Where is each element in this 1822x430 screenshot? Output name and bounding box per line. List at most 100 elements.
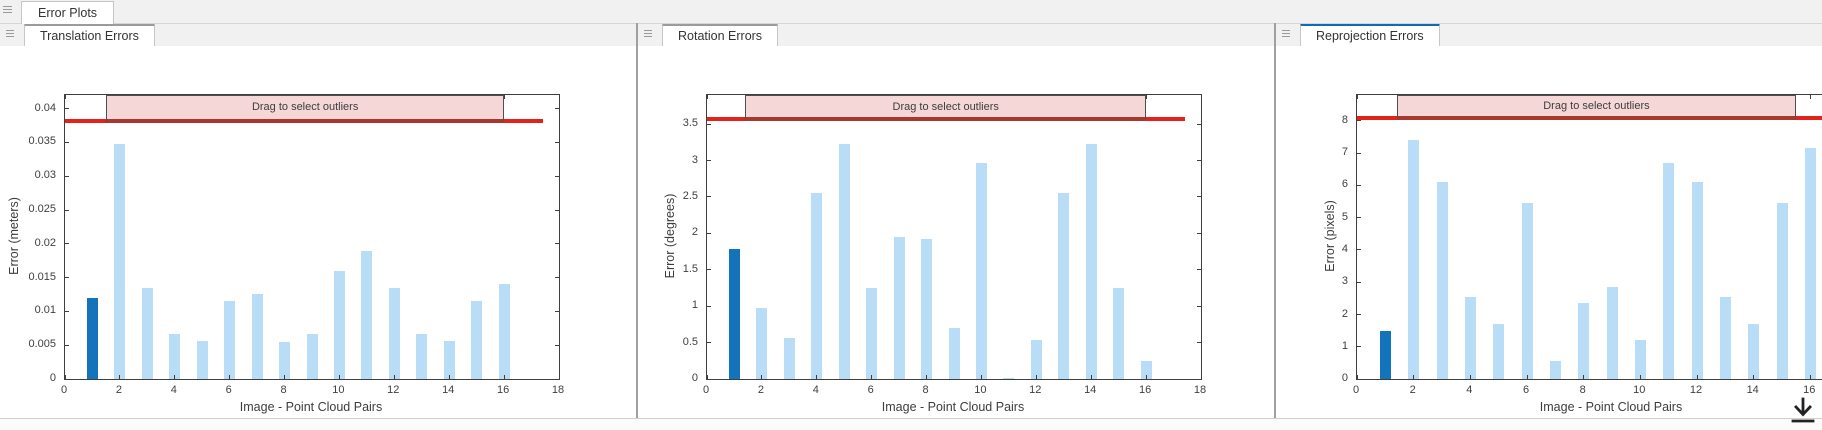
bar-16[interactable]: [1140, 360, 1152, 379]
panel-splitter[interactable]: [1274, 23, 1276, 418]
grip-icon[interactable]: [644, 30, 652, 39]
bar-4[interactable]: [169, 334, 181, 379]
bar-15[interactable]: [1113, 288, 1125, 379]
y-tick: [1357, 249, 1361, 251]
bar-4[interactable]: [1464, 296, 1476, 379]
y-tick-label: 5: [1341, 210, 1348, 223]
y-tick-label: 6: [1341, 178, 1348, 191]
bar-3[interactable]: [783, 338, 795, 379]
bar-6[interactable]: [866, 288, 878, 379]
bar-15[interactable]: [471, 300, 483, 379]
bottom-scroll-strip[interactable]: [0, 418, 1822, 430]
bar-10[interactable]: [975, 162, 987, 379]
y-tick: [707, 196, 711, 198]
bar-9[interactable]: [1606, 287, 1618, 379]
bar-5[interactable]: [1493, 324, 1505, 379]
y-tick: [707, 160, 711, 161]
panel-tab-bar: Translation Errors: [0, 23, 636, 47]
x-tick-label: 8: [280, 384, 287, 396]
y-tick-label: 3.5: [682, 117, 698, 130]
bar-1[interactable]: [1379, 330, 1391, 379]
bar-11[interactable]: [1663, 162, 1675, 379]
x-tick-label: 16: [1803, 384, 1816, 396]
bar-12[interactable]: [1030, 340, 1042, 379]
x-tick-top: [64, 95, 66, 99]
x-tick: [980, 375, 982, 379]
bar-4[interactable]: [811, 192, 823, 379]
y-tick-label: 1: [1341, 339, 1348, 352]
x-tick-label: 6: [1522, 384, 1530, 396]
bar-7[interactable]: [1549, 361, 1561, 379]
y-tick-right: [555, 277, 559, 279]
bar-13[interactable]: [1719, 296, 1731, 379]
dock-arrow-down-icon[interactable]: [1787, 396, 1819, 428]
x-tick: [338, 375, 340, 379]
bar-6[interactable]: [224, 300, 236, 379]
bar-11[interactable]: [361, 251, 373, 379]
x-tick: [816, 375, 818, 379]
bar-6[interactable]: [1521, 203, 1533, 379]
drag-select-outliers-band[interactable]: Drag to select outliers: [1396, 95, 1797, 120]
tab-rotation-errors[interactable]: Rotation Errors: [662, 23, 779, 46]
bar-16[interactable]: [498, 284, 510, 379]
y-tick-label: 0.025: [28, 203, 56, 215]
panel-splitter[interactable]: [636, 23, 638, 418]
bar-12[interactable]: [388, 287, 400, 379]
bar-16[interactable]: [1804, 148, 1816, 379]
y-tick-right: [1197, 232, 1201, 234]
bar-5[interactable]: [838, 143, 850, 379]
x-tick: [1639, 375, 1641, 379]
y-tick: [65, 344, 69, 346]
tab-error-plots[interactable]: Error Plots: [21, 1, 115, 24]
bar-8[interactable]: [921, 239, 933, 379]
bar-1[interactable]: [728, 248, 740, 379]
y-tick-label: 0: [49, 372, 56, 384]
y-tick: [1357, 184, 1361, 186]
bar-8[interactable]: [1578, 303, 1590, 379]
bar-11[interactable]: [1003, 377, 1015, 379]
bar-8[interactable]: [279, 341, 291, 379]
y-tick: [1357, 314, 1361, 315]
bar-9[interactable]: [948, 328, 960, 379]
x-tick: [1356, 375, 1358, 379]
bar-3[interactable]: [1436, 182, 1448, 379]
bar-2[interactable]: [114, 144, 126, 379]
bar-12[interactable]: [1691, 182, 1703, 379]
x-tick-label: 14: [1746, 384, 1759, 396]
bar-14[interactable]: [443, 340, 455, 379]
bar-10[interactable]: [1634, 340, 1646, 379]
x-tick-label: 8: [922, 384, 929, 396]
y-tick: [707, 305, 711, 307]
bar-1[interactable]: [86, 297, 98, 379]
y-tick-label: 2: [1341, 307, 1348, 320]
tab-error-plots-label: Error Plots: [38, 6, 98, 20]
bar-2[interactable]: [756, 308, 768, 379]
tab-reprojection-errors[interactable]: Reprojection Errors: [1300, 23, 1440, 46]
bar-14[interactable]: [1085, 143, 1097, 379]
bar-9[interactable]: [306, 333, 318, 379]
x-tick: [871, 375, 873, 379]
grip-icon[interactable]: [6, 30, 14, 39]
drag-select-outliers-band[interactable]: Drag to select outliers: [745, 95, 1147, 121]
bar-2[interactable]: [1408, 140, 1420, 379]
tab-translation-errors[interactable]: Translation Errors: [24, 23, 155, 46]
bar-7[interactable]: [251, 293, 263, 379]
drag-select-outliers-band[interactable]: Drag to select outliers: [106, 95, 505, 123]
grip-icon[interactable]: [1282, 30, 1290, 39]
bar-10[interactable]: [333, 270, 345, 379]
y-tick-right: [1197, 196, 1201, 198]
bar-5[interactable]: [196, 340, 208, 379]
bar-15[interactable]: [1776, 203, 1788, 379]
x-tick: [448, 375, 450, 379]
x-tick: [1526, 375, 1528, 379]
x-tick-label: 18: [1193, 384, 1207, 396]
grip-icon[interactable]: [3, 6, 12, 15]
bar-14[interactable]: [1748, 324, 1760, 379]
bar-13[interactable]: [1058, 192, 1070, 379]
panel-reprojection-errors: Reprojection Errors Drag to select outlie…: [1276, 23, 1822, 418]
x-tick: [1145, 375, 1147, 379]
bar-7[interactable]: [893, 237, 905, 379]
bar-13[interactable]: [416, 334, 428, 379]
x-tick: [1696, 375, 1698, 379]
bar-3[interactable]: [141, 287, 153, 379]
